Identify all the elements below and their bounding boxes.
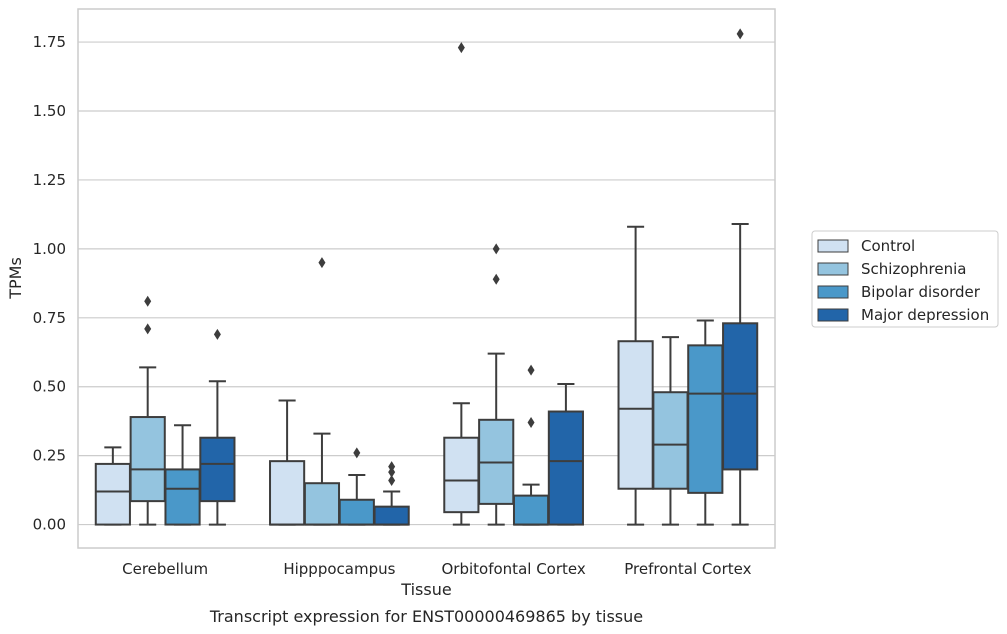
legend-label: Schizophrenia bbox=[861, 260, 966, 278]
outlier-point bbox=[318, 257, 326, 269]
box-3-3 bbox=[722, 28, 759, 526]
box-iqr bbox=[547, 410, 584, 526]
y-tick-label: 1.00 bbox=[33, 240, 66, 258]
box-1-1 bbox=[303, 257, 341, 526]
box-iqr bbox=[617, 340, 654, 490]
box-3-0 bbox=[617, 225, 654, 526]
y-tick-label: 0.50 bbox=[33, 378, 66, 396]
legend-swatch bbox=[817, 239, 849, 253]
outlier-point bbox=[527, 364, 535, 376]
x-tick-labels: Cerebellum Hipppocampus Orbitofontal Corte… bbox=[122, 560, 751, 578]
box-2-2 bbox=[512, 364, 550, 526]
x-tick-label: Cerebellum bbox=[122, 560, 208, 578]
outlier-point bbox=[353, 447, 361, 459]
outlier-point bbox=[144, 295, 152, 307]
box-iqr bbox=[373, 505, 410, 526]
box-iqr bbox=[443, 436, 480, 514]
y-axis-label: TPMs bbox=[6, 257, 25, 300]
box-1-3 bbox=[373, 461, 410, 526]
outlier-point bbox=[736, 28, 744, 40]
box-2-1 bbox=[478, 243, 515, 526]
box-iqr bbox=[338, 498, 375, 526]
legend: Control Schizophrenia Bipolar disorder Majo… bbox=[811, 230, 999, 328]
box-iqr bbox=[199, 436, 236, 503]
legend-swatch bbox=[817, 308, 849, 322]
legend-swatch bbox=[817, 285, 849, 299]
outlier-point bbox=[213, 328, 221, 340]
plot-frame bbox=[77, 8, 776, 549]
legend-swatch bbox=[817, 262, 849, 276]
box-iqr bbox=[652, 391, 689, 490]
outlier-point bbox=[388, 461, 396, 473]
box-0-1 bbox=[129, 295, 166, 526]
x-tick-label: Hipppocampus bbox=[283, 560, 395, 578]
box-3-1 bbox=[652, 336, 689, 526]
box-2-0 bbox=[443, 42, 480, 526]
box-iqr bbox=[94, 462, 131, 526]
box-iqr bbox=[129, 416, 166, 503]
x-tick-label: Prefrontal Cortex bbox=[624, 560, 751, 578]
outlier-point bbox=[388, 466, 396, 478]
outlier-point bbox=[388, 474, 396, 486]
box-0-3 bbox=[199, 328, 236, 526]
box-1-2 bbox=[338, 447, 375, 526]
box-iqr bbox=[303, 482, 341, 526]
box-2-3 bbox=[547, 382, 584, 526]
x-axis-label: Tissue bbox=[400, 580, 451, 599]
box-0-2 bbox=[164, 424, 201, 526]
y-tick-label: 1.25 bbox=[33, 171, 66, 189]
x-tick-label: Orbitofontal Cortex bbox=[442, 560, 586, 578]
chart-title: Transcript expression for ENST0000046986… bbox=[209, 607, 643, 626]
y-tick-labels: 0.00 0.25 0.50 0.75 1.00 1.25 1.50 1.75 bbox=[33, 33, 66, 533]
y-tick-label: 1.50 bbox=[33, 102, 66, 120]
y-tick-label: 0.00 bbox=[33, 516, 66, 534]
box-iqr bbox=[722, 322, 759, 471]
box-iqr bbox=[687, 344, 724, 494]
box-plots bbox=[94, 28, 759, 526]
box-iqr bbox=[164, 468, 201, 526]
outlier-point bbox=[457, 42, 465, 54]
outlier-point bbox=[144, 323, 152, 335]
box-iqr bbox=[269, 460, 306, 526]
legend-label: Bipolar disorder bbox=[861, 283, 981, 301]
y-tick-label: 1.75 bbox=[33, 33, 66, 51]
y-tick-label: 0.25 bbox=[33, 447, 66, 465]
legend-frame bbox=[811, 230, 999, 328]
outlier-point bbox=[527, 417, 535, 429]
legend-label: Major depression bbox=[861, 306, 989, 324]
legend-label: Control bbox=[861, 237, 915, 255]
box-iqr bbox=[512, 494, 550, 526]
box-1-0 bbox=[269, 399, 306, 526]
outlier-point bbox=[492, 243, 500, 255]
outlier-point bbox=[492, 273, 500, 285]
y-tick-label: 0.75 bbox=[33, 309, 66, 327]
